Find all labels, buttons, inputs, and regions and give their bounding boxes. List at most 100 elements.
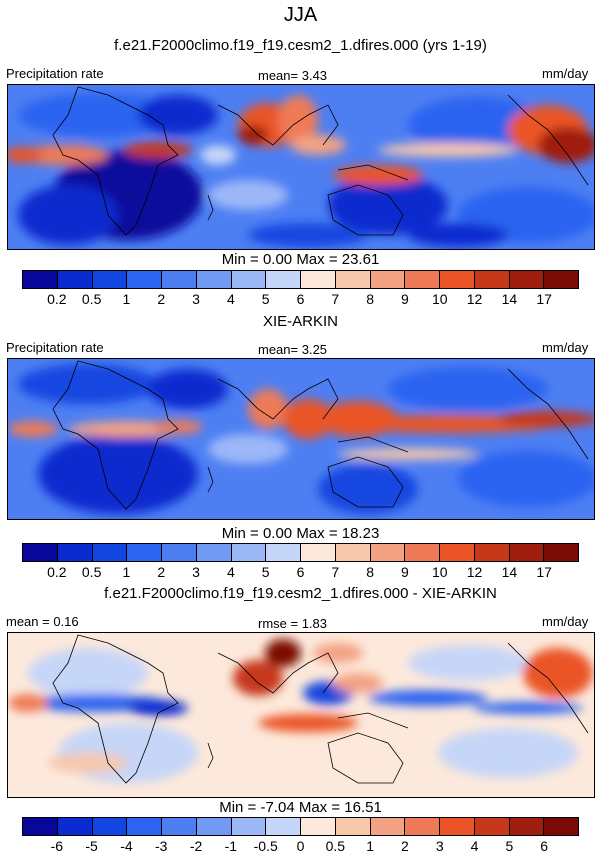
colorbar-swatch (57, 818, 93, 835)
colorbar-tick-label: 10 (431, 291, 448, 307)
colorbar-swatch (335, 818, 371, 835)
colorbar-swatch (127, 544, 162, 561)
colorbar-tick-label: 2 (157, 291, 166, 307)
panel-3-units-label: mm/day (542, 614, 589, 629)
colorbar-tick-label: 3 (435, 838, 444, 854)
colorbar-swatch (440, 818, 475, 835)
colorbar-tick-label: 7 (331, 564, 340, 580)
panel-1-coastlines (52, 86, 589, 236)
colorbar-tick-label: 5 (505, 838, 514, 854)
panel-2-coastlines (52, 360, 589, 510)
colorbar-tick-label: 9 (401, 564, 409, 580)
colorbar-tick-label: 14 (501, 564, 518, 580)
colorbar-swatch (266, 544, 301, 561)
panel-1-field (8, 85, 594, 249)
colorbar-swatch (23, 818, 58, 835)
panel-1-colorbar (22, 270, 579, 289)
colorbar-swatch (405, 544, 440, 561)
colorbar-tick-label: 10 (431, 564, 448, 580)
colorbar-swatch (231, 544, 267, 561)
colorbar-swatch (301, 544, 336, 561)
colorbar-tick-label: 1 (122, 291, 131, 307)
panel-2-units-label: mm/day (542, 340, 589, 355)
colorbar-tick-label: 9 (401, 291, 409, 307)
colorbar-tick-label: 3 (192, 564, 200, 580)
colorbar-swatch (544, 818, 578, 835)
colorbar-tick-label: 3 (192, 291, 200, 307)
colorbar-tick-label: 2 (157, 564, 166, 580)
colorbar-swatch (370, 818, 406, 835)
colorbar-tick-label: 8 (366, 291, 375, 307)
colorbar-tick-label: 12 (466, 564, 483, 580)
colorbar-tick-label: -4 (120, 838, 133, 854)
colorbar-tick-label: 8 (366, 564, 375, 580)
colorbar-swatch (405, 818, 440, 835)
colorbar-swatch (231, 818, 267, 835)
colorbar-tick-label: 0.5 (81, 291, 102, 307)
colorbar-tick-label: 5 (261, 291, 270, 307)
colorbar-swatch (509, 818, 545, 835)
colorbar-swatch (162, 271, 197, 288)
panel-1-colorbar-ticks: 0.2 0.5 1 2 3 4 5 6 7 8 9 10 12 14 17 (22, 291, 579, 309)
colorbar-tick-label: 4 (470, 838, 479, 854)
panel-1-mean-label: mean= 3.43 (258, 68, 328, 83)
panel-1-units-label: mm/day (542, 66, 589, 81)
colorbar-swatch (509, 271, 545, 288)
panel-3-colorbar-ticks: -6 -5 -4 -3 -2 -1 -0.5 0 0.5 1 2 3 4 5 6 (22, 838, 579, 856)
page-title: JJA (283, 4, 318, 26)
panel-2-mean-label: mean= 3.25 (258, 342, 328, 357)
colorbar-swatch (57, 271, 93, 288)
colorbar-tick-label: 0.5 (81, 564, 102, 580)
colorbar-swatch (544, 271, 578, 288)
colorbar-tick-label: 14 (501, 291, 518, 307)
panel-3-field (8, 633, 594, 797)
panel-2-colorbar-ticks: 0.2 0.5 1 2 3 4 5 6 7 8 9 10 12 14 17 (22, 564, 579, 582)
colorbar-tick-label: -0.5 (253, 838, 278, 854)
colorbar-swatch (23, 544, 58, 561)
colorbar-swatch (57, 544, 93, 561)
colorbar-swatch (544, 544, 578, 561)
colorbar-swatch (335, 544, 371, 561)
colorbar-swatch (474, 818, 510, 835)
colorbar-swatch (266, 818, 301, 835)
panel-2-variable-label: Precipitation rate (6, 340, 104, 355)
colorbar-swatch (162, 818, 197, 835)
colorbar-tick-label: 7 (331, 291, 340, 307)
colorbar-tick-label: 0.2 (47, 291, 67, 307)
panel-3-subtitle: f.e21.F2000climo.f19_f19.cesm2_1.dfires.… (104, 585, 497, 602)
panel-3-map (7, 632, 595, 798)
panel-2-field (8, 359, 594, 519)
colorbar-swatch (23, 271, 58, 288)
colorbar-swatch (92, 818, 128, 835)
colorbar-swatch (335, 271, 371, 288)
panel-1-variable-label: Precipitation rate (6, 66, 104, 81)
panel-2-minmax: Min = 0.00 Max = 18.23 (221, 525, 380, 542)
panel-2-colorbar (22, 543, 579, 562)
colorbar-tick-label: -6 (50, 838, 64, 854)
colorbar-tick-label: 12 (466, 291, 483, 307)
colorbar-tick-label: 17 (536, 564, 552, 580)
colorbar-swatch (301, 818, 336, 835)
colorbar-swatch (266, 271, 301, 288)
colorbar-swatch (127, 818, 162, 835)
colorbar-tick-label: 0.2 (47, 564, 67, 580)
colorbar-tick-label: 6 (296, 564, 305, 580)
colorbar-swatch (370, 544, 406, 561)
colorbar-tick-label: 0 (296, 838, 305, 854)
colorbar-tick-label: 5 (261, 564, 270, 580)
colorbar-swatch (162, 544, 197, 561)
panel-1-minmax: Min = 0.00 Max = 23.61 (221, 251, 380, 268)
colorbar-swatch (370, 271, 406, 288)
colorbar-tick-label: 4 (226, 564, 235, 580)
colorbar-swatch (509, 544, 545, 561)
colorbar-swatch (196, 544, 232, 561)
colorbar-swatch (231, 271, 267, 288)
panel-3-rmse-label: rmse = 1.83 (258, 616, 328, 631)
colorbar-swatch (440, 271, 475, 288)
colorbar-tick-label: 17 (536, 291, 552, 307)
panel-1-subtitle: f.e21.F2000climo.f19_f19.cesm2_1.dfires.… (114, 37, 487, 54)
colorbar-swatch (196, 271, 232, 288)
colorbar-swatch (474, 544, 510, 561)
colorbar-swatch (92, 544, 128, 561)
colorbar-tick-label: 1 (122, 564, 131, 580)
